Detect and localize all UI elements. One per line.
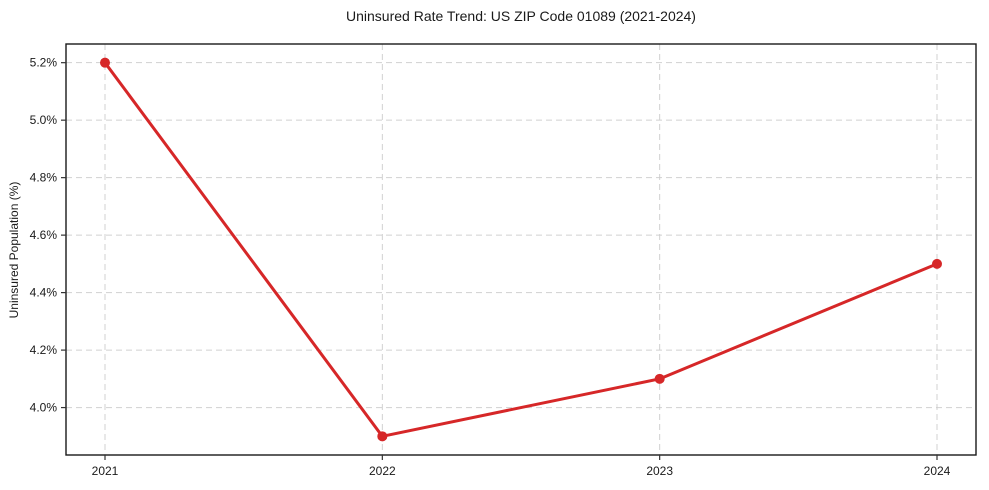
x-tick-label: 2022 — [369, 464, 396, 478]
x-tick-label: 2023 — [646, 464, 673, 478]
y-tick-label: 4.6% — [30, 228, 58, 242]
data-point — [100, 57, 110, 68]
y-tick-label: 4.2% — [30, 343, 58, 357]
y-tick-label: 5.0% — [30, 113, 58, 127]
x-tick-label: 2021 — [92, 464, 119, 478]
y-tick-label: 4.4% — [30, 286, 58, 300]
y-tick-label: 4.8% — [30, 171, 58, 185]
data-point — [654, 373, 665, 384]
y-tick-label: 5.2% — [30, 56, 58, 70]
plot-frame — [65, 43, 977, 456]
chart-title: Uninsured Rate Trend: US ZIP Code 01089 … — [346, 8, 696, 24]
data-point — [377, 431, 388, 442]
y-tick-label: 4.0% — [30, 401, 58, 415]
data-line — [103, 61, 939, 438]
x-tick-label: 2024 — [924, 464, 951, 478]
data-point — [932, 258, 942, 269]
